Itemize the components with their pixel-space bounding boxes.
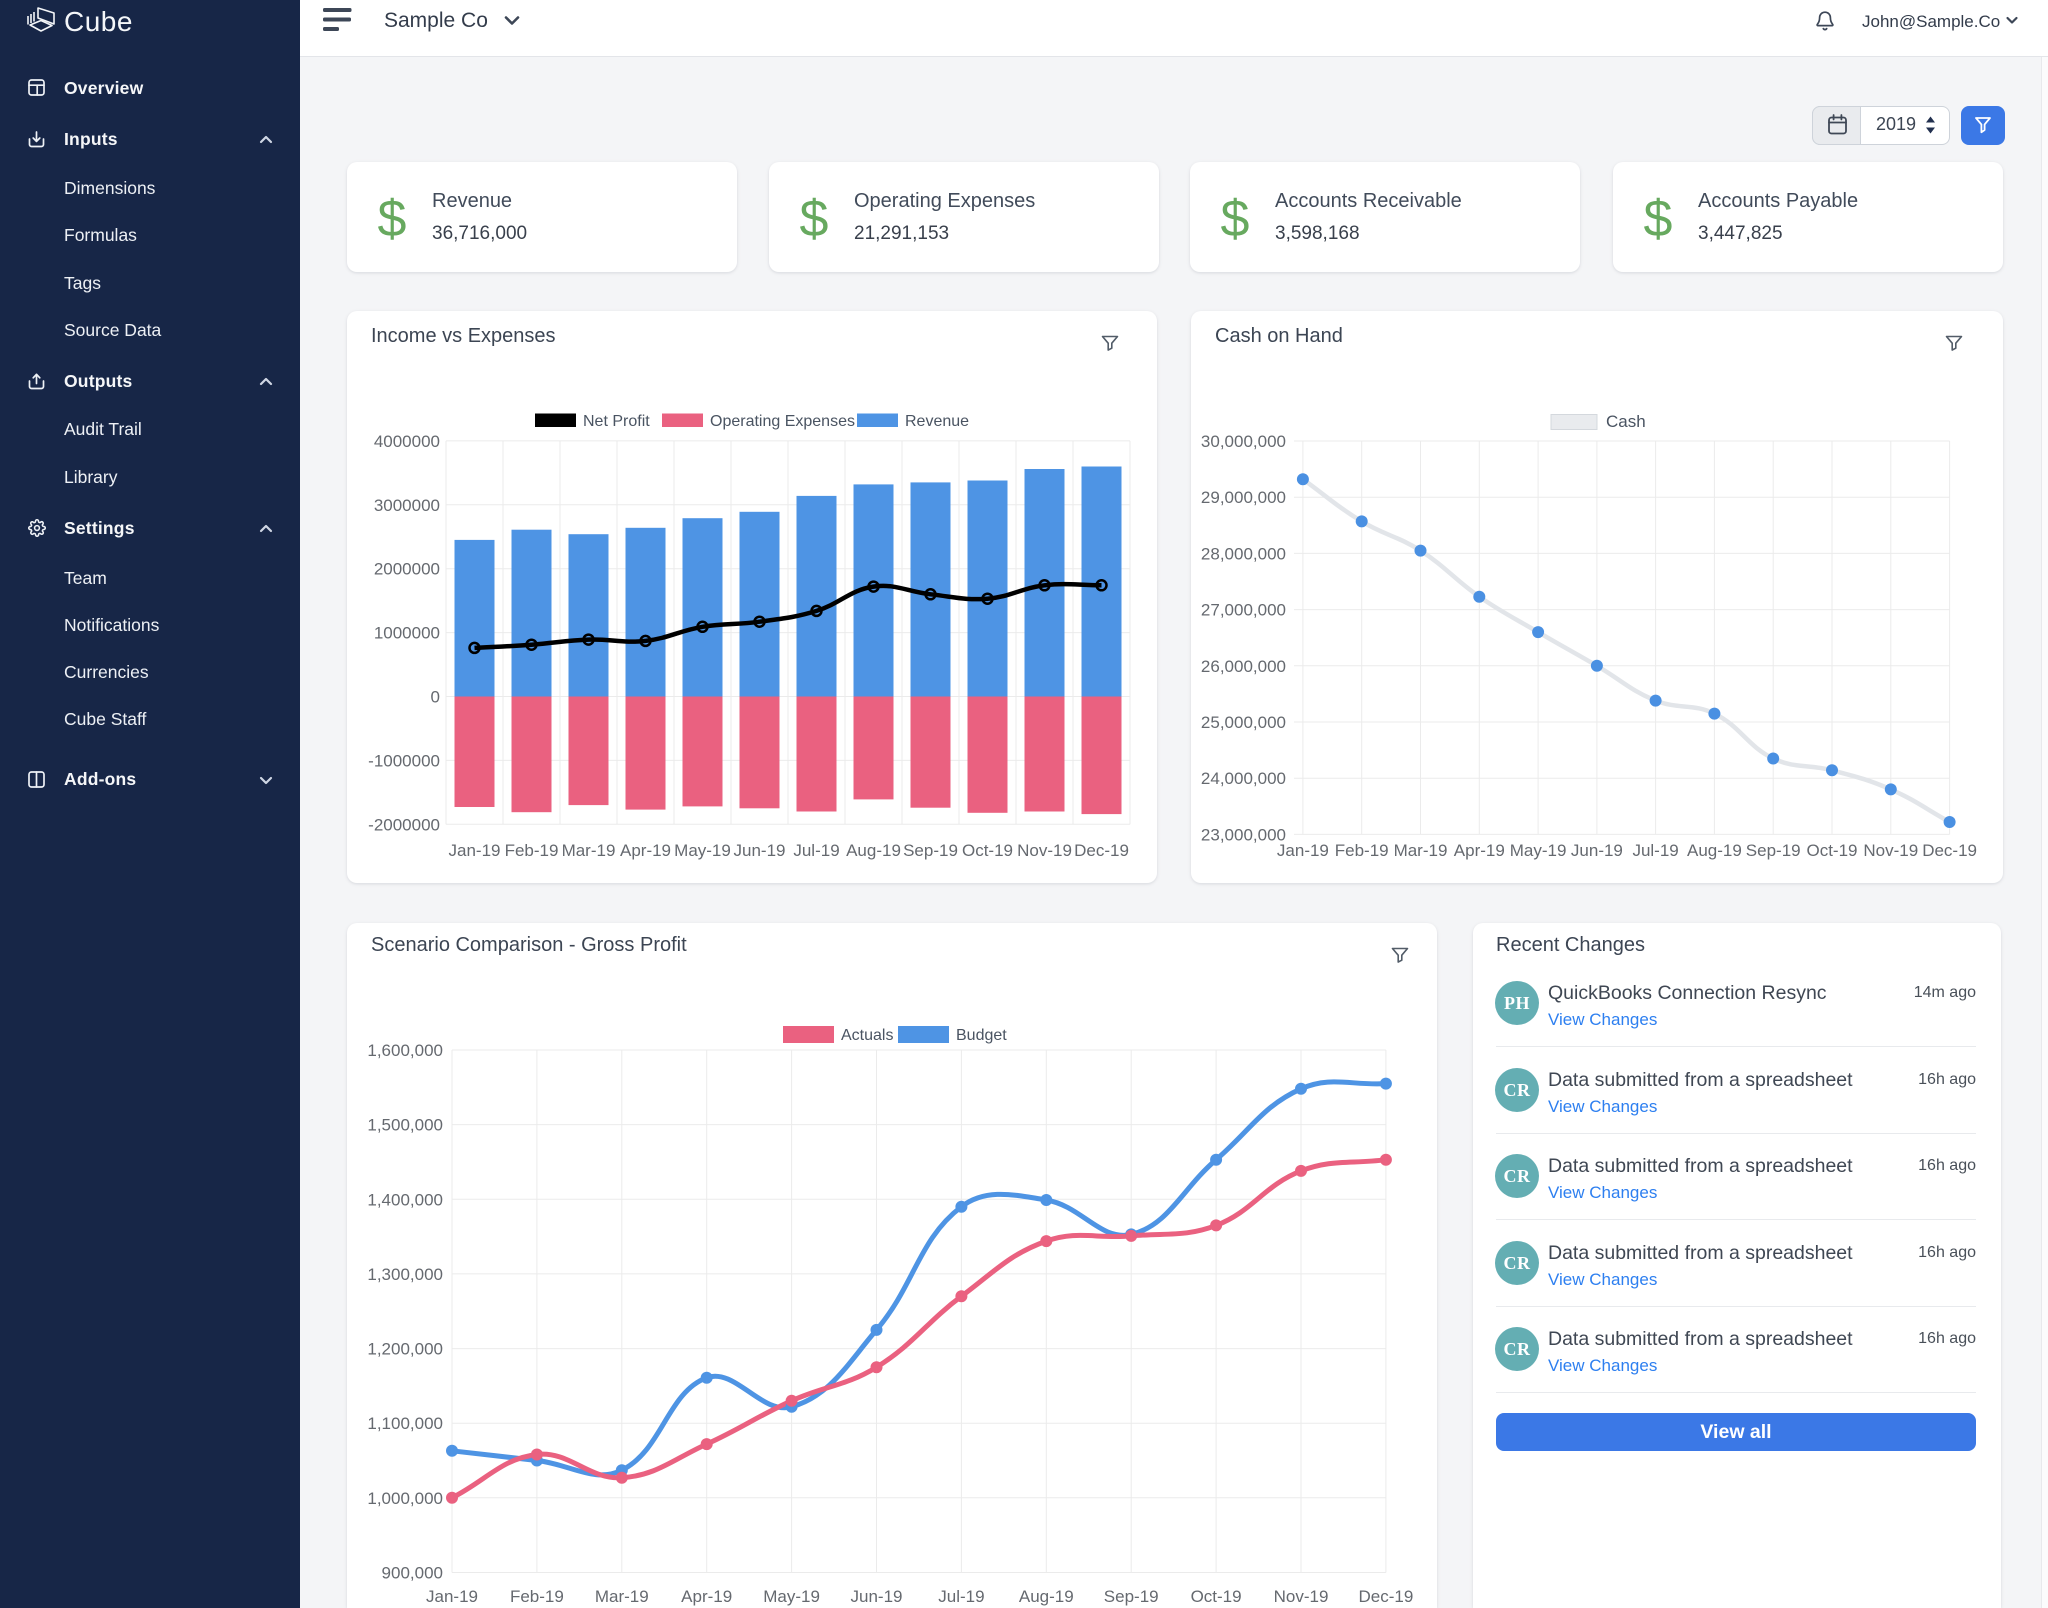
svg-text:2000000: 2000000 bbox=[374, 560, 440, 579]
svg-text:Jan-19: Jan-19 bbox=[426, 1587, 478, 1606]
svg-text:Aug-19: Aug-19 bbox=[1019, 1587, 1074, 1606]
svg-text:1,400,000: 1,400,000 bbox=[367, 1190, 443, 1209]
svg-text:Mar-19: Mar-19 bbox=[562, 841, 616, 860]
svg-text:Oct-19: Oct-19 bbox=[1191, 1587, 1242, 1606]
svg-text:Nov-19: Nov-19 bbox=[1017, 841, 1072, 860]
svg-text:Oct-19: Oct-19 bbox=[962, 841, 1013, 860]
svg-text:Feb-19: Feb-19 bbox=[1335, 841, 1389, 860]
svg-text:Feb-19: Feb-19 bbox=[510, 1587, 564, 1606]
svg-text:Cash: Cash bbox=[1606, 412, 1646, 431]
svg-text:1,500,000: 1,500,000 bbox=[367, 1116, 443, 1135]
svg-text:23,000,000: 23,000,000 bbox=[1201, 825, 1286, 844]
svg-text:1,200,000: 1,200,000 bbox=[367, 1340, 443, 1359]
svg-text:May-19: May-19 bbox=[1510, 841, 1567, 860]
svg-text:1,300,000: 1,300,000 bbox=[367, 1265, 443, 1284]
svg-text:27,000,000: 27,000,000 bbox=[1201, 601, 1286, 620]
svg-text:Jan-19: Jan-19 bbox=[449, 841, 501, 860]
svg-text:1000000: 1000000 bbox=[374, 624, 440, 643]
svg-text:Sep-19: Sep-19 bbox=[1746, 841, 1801, 860]
svg-text:Apr-19: Apr-19 bbox=[681, 1587, 732, 1606]
svg-text:30,000,000: 30,000,000 bbox=[1201, 432, 1286, 451]
svg-text:24,000,000: 24,000,000 bbox=[1201, 769, 1286, 788]
svg-text:Revenue: Revenue bbox=[905, 413, 969, 430]
svg-text:Net Profit: Net Profit bbox=[583, 413, 650, 430]
svg-text:Jun-19: Jun-19 bbox=[734, 841, 786, 860]
svg-text:Jul-19: Jul-19 bbox=[938, 1587, 984, 1606]
svg-text:0: 0 bbox=[431, 688, 440, 707]
svg-text:May-19: May-19 bbox=[674, 841, 731, 860]
svg-text:Budget: Budget bbox=[956, 1027, 1007, 1044]
svg-text:-1000000: -1000000 bbox=[368, 751, 440, 770]
svg-text:1,600,000: 1,600,000 bbox=[367, 1041, 443, 1060]
svg-text:Jul-19: Jul-19 bbox=[1632, 841, 1678, 860]
svg-text:4000000: 4000000 bbox=[374, 432, 440, 451]
svg-text:Mar-19: Mar-19 bbox=[595, 1587, 649, 1606]
svg-text:Jun-19: Jun-19 bbox=[1571, 841, 1623, 860]
svg-text:Dec-19: Dec-19 bbox=[1358, 1587, 1413, 1606]
svg-text:Dec-19: Dec-19 bbox=[1074, 841, 1129, 860]
svg-text:Mar-19: Mar-19 bbox=[1394, 841, 1448, 860]
svg-text:Apr-19: Apr-19 bbox=[1454, 841, 1505, 860]
svg-text:1,100,000: 1,100,000 bbox=[367, 1414, 443, 1433]
svg-text:25,000,000: 25,000,000 bbox=[1201, 713, 1286, 732]
svg-text:Jul-19: Jul-19 bbox=[793, 841, 839, 860]
svg-text:Sep-19: Sep-19 bbox=[903, 841, 958, 860]
svg-text:Feb-19: Feb-19 bbox=[505, 841, 559, 860]
svg-text:Nov-19: Nov-19 bbox=[1863, 841, 1918, 860]
svg-text:26,000,000: 26,000,000 bbox=[1201, 657, 1286, 676]
svg-text:Nov-19: Nov-19 bbox=[1274, 1587, 1329, 1606]
svg-text:900,000: 900,000 bbox=[382, 1564, 443, 1583]
svg-text:Oct-19: Oct-19 bbox=[1806, 841, 1857, 860]
svg-text:Aug-19: Aug-19 bbox=[846, 841, 901, 860]
svg-text:Jan-19: Jan-19 bbox=[1277, 841, 1329, 860]
svg-text:Dec-19: Dec-19 bbox=[1922, 841, 1977, 860]
svg-text:3000000: 3000000 bbox=[374, 496, 440, 515]
svg-text:Actuals: Actuals bbox=[841, 1027, 893, 1044]
svg-text:Aug-19: Aug-19 bbox=[1687, 841, 1742, 860]
svg-text:Sep-19: Sep-19 bbox=[1104, 1587, 1159, 1606]
svg-text:Apr-19: Apr-19 bbox=[620, 841, 671, 860]
svg-text:Jun-19: Jun-19 bbox=[851, 1587, 903, 1606]
svg-text:-2000000: -2000000 bbox=[368, 815, 440, 834]
svg-text:Operating Expenses: Operating Expenses bbox=[710, 413, 855, 430]
svg-text:29,000,000: 29,000,000 bbox=[1201, 488, 1286, 507]
svg-text:1,000,000: 1,000,000 bbox=[367, 1489, 443, 1508]
svg-text:28,000,000: 28,000,000 bbox=[1201, 544, 1286, 563]
svg-text:May-19: May-19 bbox=[763, 1587, 820, 1606]
